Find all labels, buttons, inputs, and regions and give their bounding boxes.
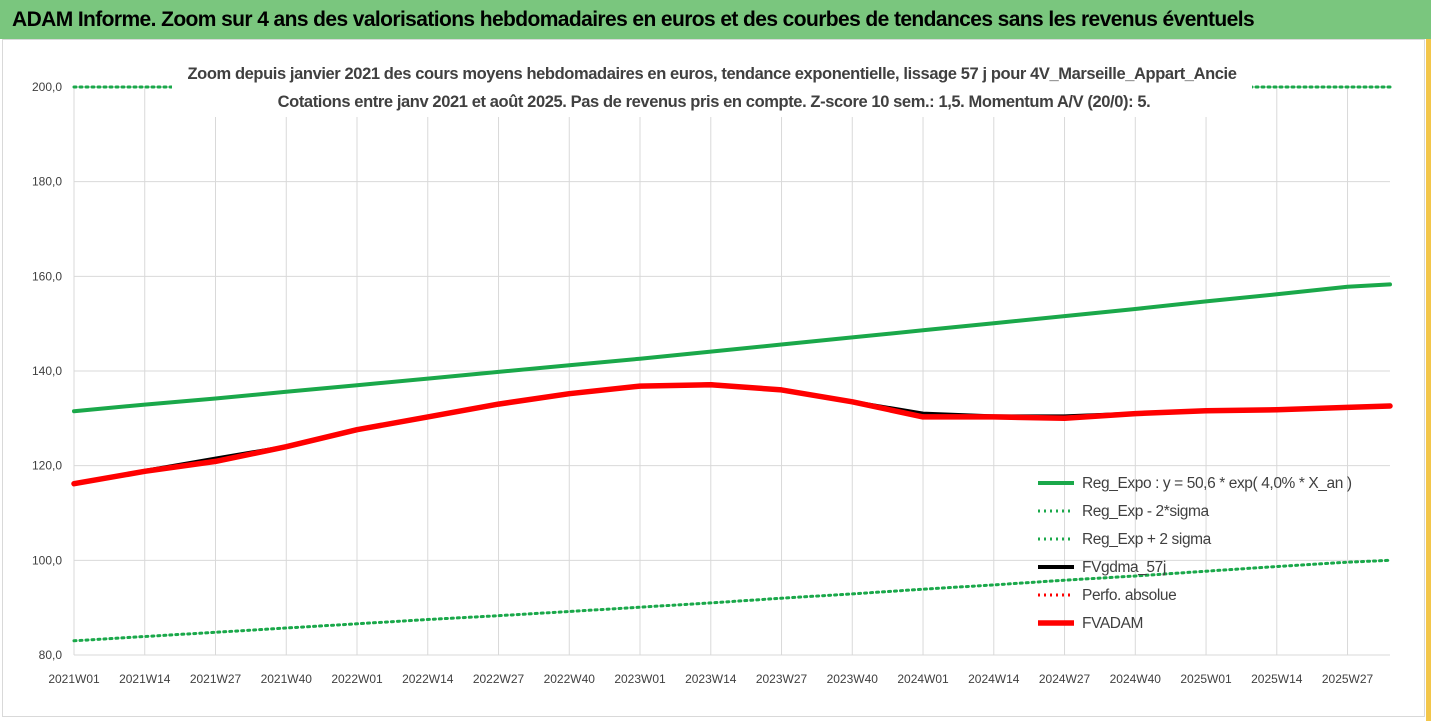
series-line-5 <box>71 381 1393 487</box>
legend-label: Reg_Exp + 2 sigma <box>1082 531 1212 548</box>
series-line-0 <box>72 282 1392 414</box>
legend-label: Reg_Exp - 2*sigma <box>1082 503 1210 520</box>
x-tick-label: 2022W14 <box>402 672 454 686</box>
x-tick-label: 2022W40 <box>544 672 596 686</box>
series-line-3 <box>72 382 1392 486</box>
chart-title: Zoom depuis janvier 2021 des cours moyen… <box>187 65 1236 83</box>
chart-frame <box>2 39 1425 717</box>
x-tick-label: 2025W01 <box>1180 672 1232 686</box>
x-axis-ticks: 2021W01 2021W14 2021W27 2021W40 2022W01 2022W… <box>48 672 1373 686</box>
grid-layer <box>73 86 1390 656</box>
y-tick-label: 80,0 <box>39 648 63 662</box>
x-tick-label: 2024W40 <box>1110 672 1162 686</box>
x-tick-label: 2025W27 <box>1322 672 1374 686</box>
y-tick-label: 180,0 <box>32 175 62 189</box>
y-tick-label: 200,0 <box>32 80 62 94</box>
window-edge <box>1426 39 1431 721</box>
x-tick-label: 2021W27 <box>190 672 242 686</box>
title-backdrop <box>172 55 1252 117</box>
legend-label: FVADAM <box>1082 615 1143 632</box>
legend-label: Reg_Expo : y = 50,6 * exp( 4,0% * X_an ) <box>1082 475 1352 492</box>
x-tick-label: 2021W40 <box>261 672 313 686</box>
legend: Reg_Expo : y = 50,6 * exp( 4,0% * X_an )… <box>1038 475 1352 632</box>
x-tick-label: 2023W40 <box>827 672 879 686</box>
y-tick-label: 160,0 <box>32 269 62 283</box>
x-tick-label: 2024W27 <box>1039 672 1091 686</box>
series-line-1 <box>72 558 1392 643</box>
y-tick-label: 120,0 <box>32 459 62 473</box>
x-tick-label: 2022W01 <box>331 672 383 686</box>
legend-label: FVgdma_57j <box>1082 559 1166 576</box>
x-tick-label: 2024W01 <box>897 672 949 686</box>
x-tick-label: 2025W14 <box>1251 672 1303 686</box>
report-banner-title: ADAM Informe. Zoom sur 4 ans des valoris… <box>12 8 1255 31</box>
y-tick-label: 100,0 <box>32 553 62 567</box>
x-tick-label: 2022W27 <box>473 672 525 686</box>
x-tick-label: 2023W27 <box>756 672 808 686</box>
x-tick-label: 2023W01 <box>614 672 666 686</box>
y-tick-label: 140,0 <box>32 364 62 378</box>
x-tick-label: 2024W14 <box>968 672 1020 686</box>
x-tick-label: 2021W14 <box>119 672 171 686</box>
report-banner: ADAM Informe. Zoom sur 4 ans des valoris… <box>0 0 1431 39</box>
chart-subtitle: Cotations entre janv 2021 et août 2025. … <box>278 93 1151 111</box>
series-layer <box>71 85 1393 643</box>
series-line-4 <box>72 383 1392 486</box>
legend-label: Perfo. absolue <box>1082 587 1176 604</box>
x-tick-label: 2023W14 <box>685 672 737 686</box>
x-tick-label: 2021W01 <box>48 672 100 686</box>
y-axis-ticks: 80,0 100,0 120,0 140,0 160,0 180,0 200,0 <box>32 80 62 662</box>
